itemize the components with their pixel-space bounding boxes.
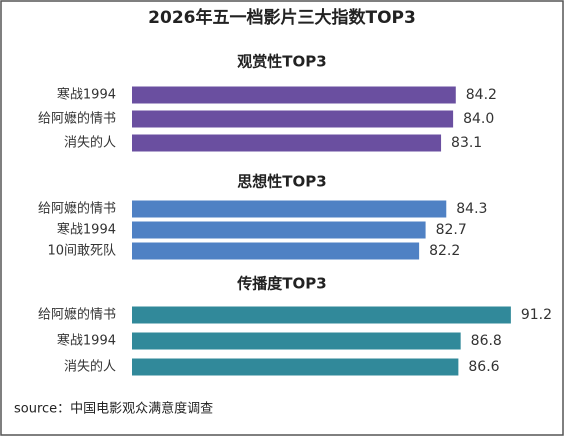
y-tick-label: 给阿嬷的情书 bbox=[38, 111, 116, 127]
value-label: 82.2 bbox=[429, 243, 460, 259]
bar bbox=[132, 110, 454, 128]
y-tick-label: 消失的人 bbox=[64, 135, 116, 151]
bar bbox=[132, 86, 456, 104]
y-tick-label: 寒战1994 bbox=[57, 87, 116, 103]
subchart-title: 思想性TOP3 bbox=[237, 173, 326, 191]
y-tick-label: 给阿嬷的情书 bbox=[38, 307, 116, 323]
value-label: 82.7 bbox=[436, 222, 467, 238]
subchart-title: 传播度TOP3 bbox=[236, 275, 326, 293]
y-tick-label: 消失的人 bbox=[64, 359, 116, 375]
value-label: 91.2 bbox=[521, 307, 552, 323]
y-tick-label: 10间敢死队 bbox=[47, 244, 116, 259]
bar bbox=[132, 358, 459, 376]
bar bbox=[132, 221, 426, 239]
bar bbox=[132, 242, 420, 260]
value-label: 83.1 bbox=[451, 135, 482, 151]
y-tick-label: 给阿嬷的情书 bbox=[38, 201, 116, 217]
subchart-title: 观赏性TOP3 bbox=[237, 53, 326, 71]
chart-title: 2026年五一档影片三大指数TOP3 bbox=[148, 7, 416, 28]
value-label: 84.3 bbox=[456, 201, 487, 217]
bar bbox=[132, 200, 447, 218]
bar bbox=[132, 134, 442, 152]
value-label: 86.6 bbox=[468, 359, 499, 375]
y-tick-label: 寒战1994 bbox=[57, 222, 116, 238]
bar bbox=[132, 306, 511, 324]
source-note: source：中国电影观众满意度调查 bbox=[14, 401, 213, 417]
y-tick-label: 寒战1994 bbox=[57, 333, 116, 349]
value-label: 84.2 bbox=[466, 87, 497, 103]
bar bbox=[132, 332, 461, 350]
value-label: 84.0 bbox=[463, 111, 494, 127]
value-label: 86.8 bbox=[471, 333, 502, 349]
